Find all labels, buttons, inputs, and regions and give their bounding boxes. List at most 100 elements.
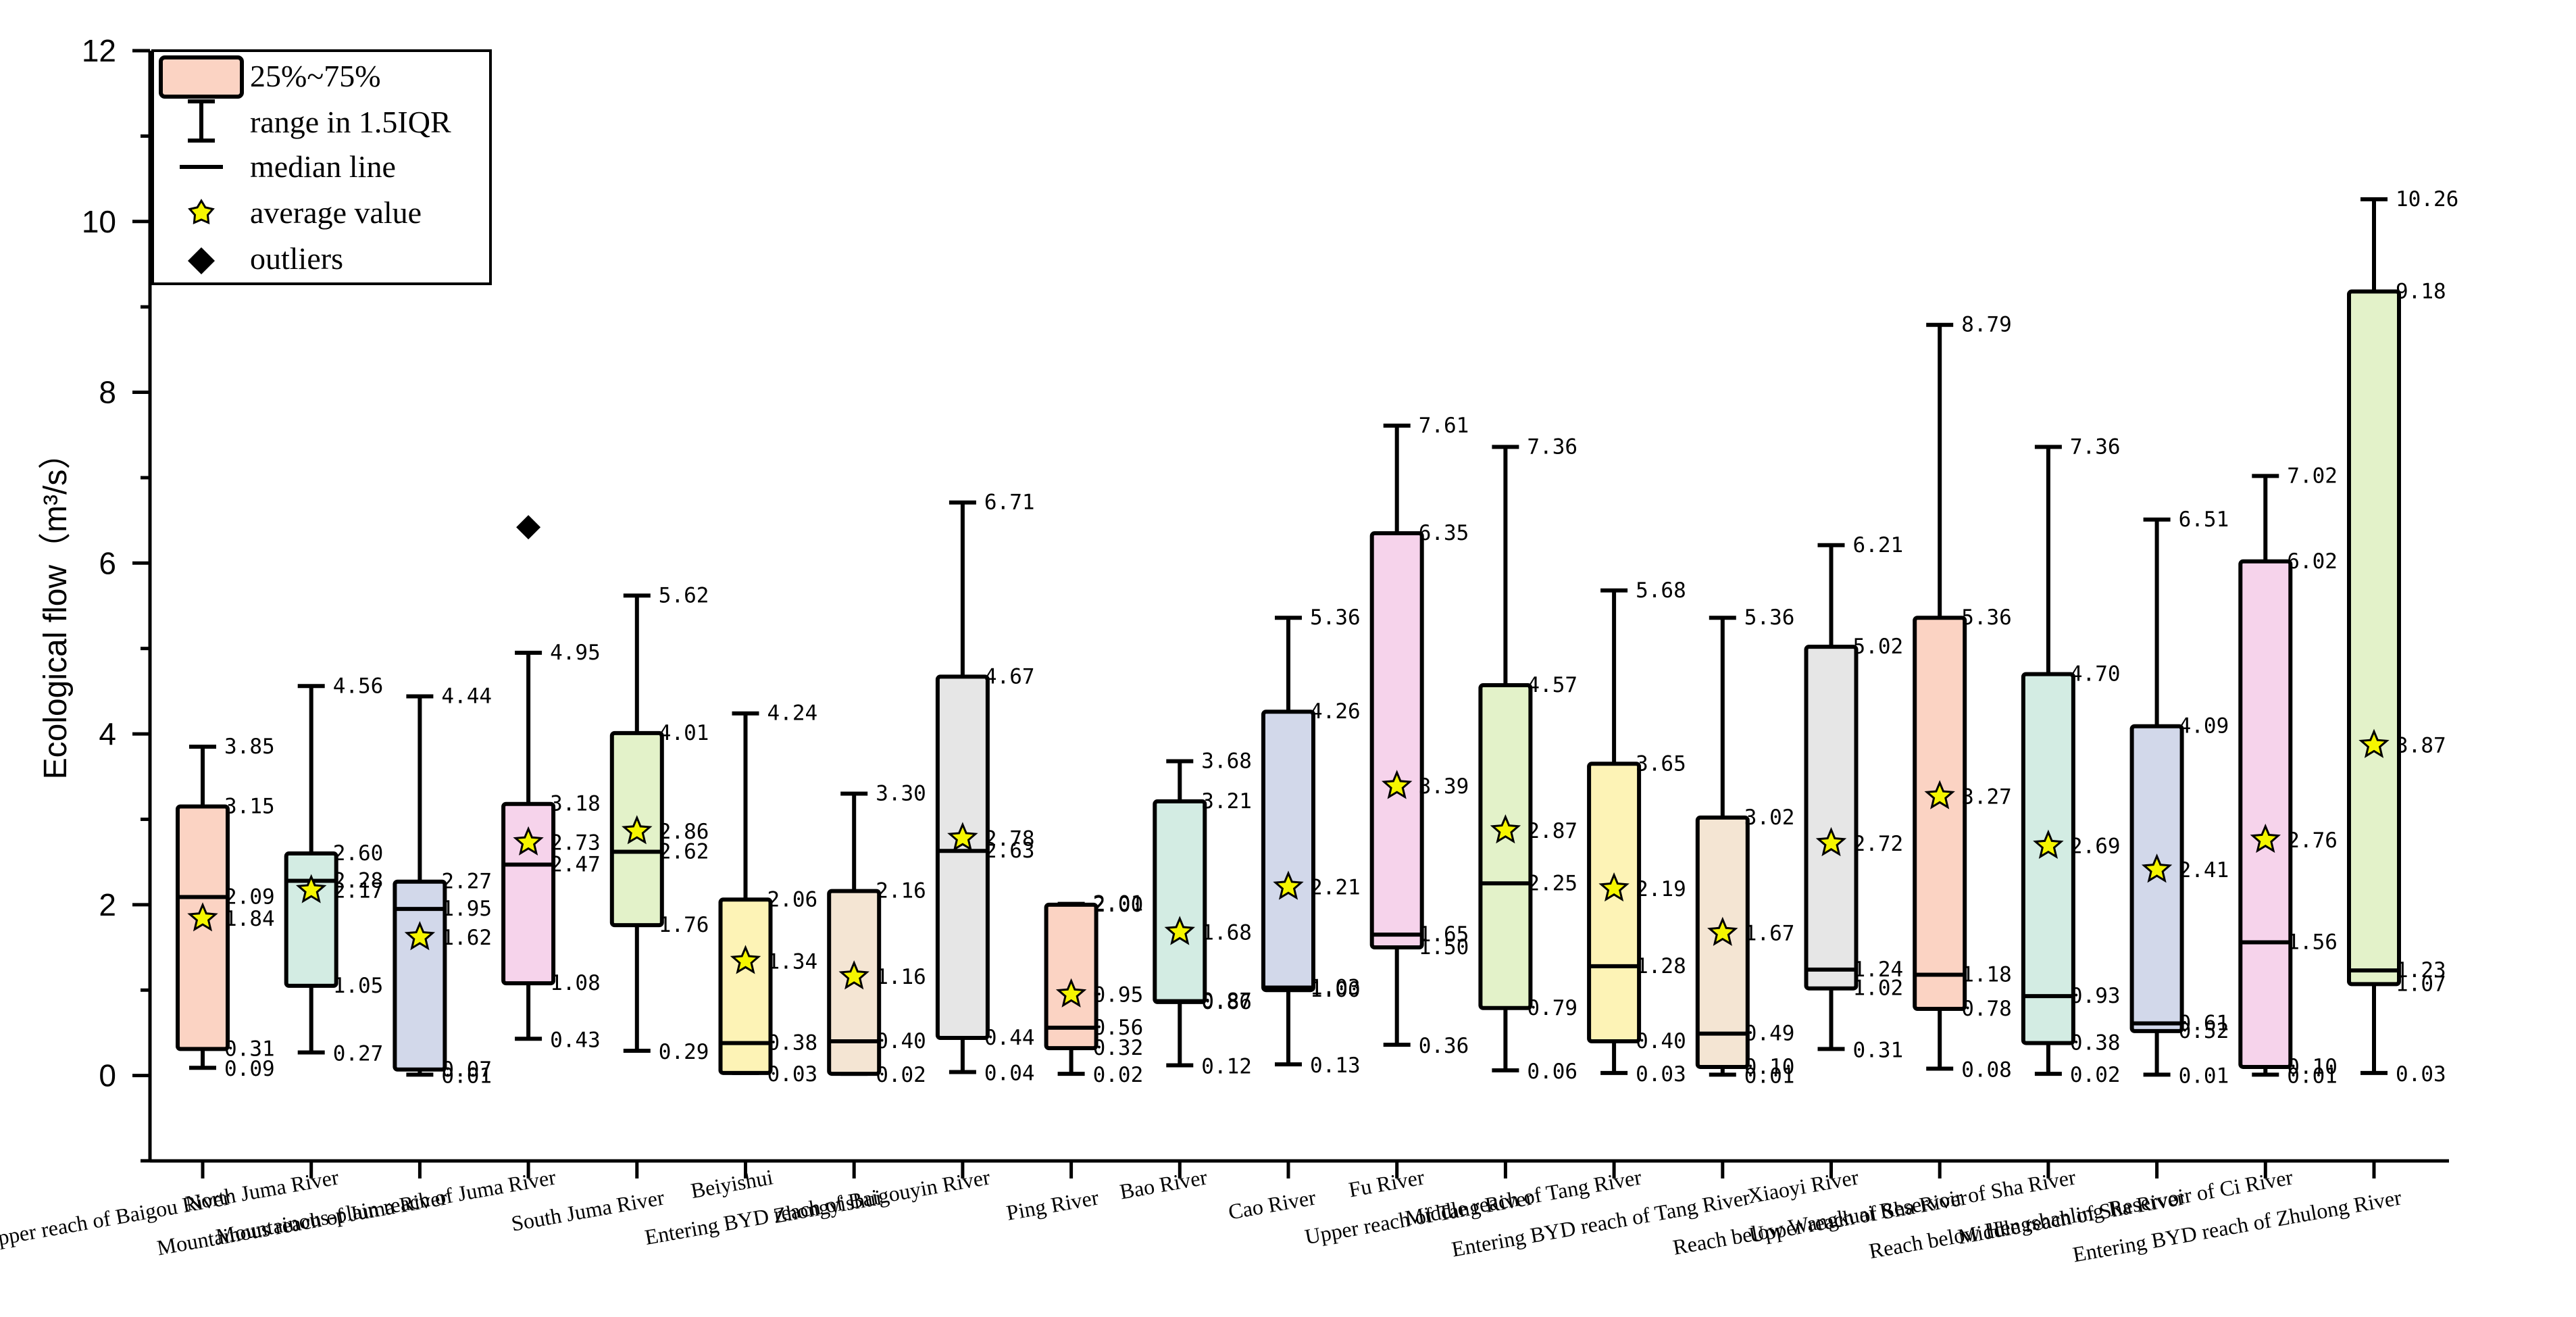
data-label-q3: 2.60 [333, 841, 384, 866]
data-label-max: 3.85 [224, 735, 275, 759]
box-group: 4.95 3.18 2.472.73 1.08 0.43 [501, 515, 601, 1052]
data-label-min: 0.01 [2179, 1064, 2229, 1088]
data-label-median: 0.49 [1744, 1022, 1795, 1046]
iqr-box [1153, 799, 1207, 1004]
data-label-max: 6.71 [984, 491, 1035, 515]
data-label-q1: 1.00 [1310, 978, 1361, 1002]
data-label-q3: 4.67 [984, 664, 1035, 689]
data-label-min: 0.04 [984, 1062, 1035, 1086]
data-label-max: 7.02 [2287, 464, 2338, 488]
box-group: 5.36 4.26 1.03 2.21 1.00 0.13 [1261, 605, 1361, 1078]
data-label-max: 4.56 [333, 674, 384, 698]
iqr-box [1044, 902, 1098, 1051]
box-group: 5.68 3.65 1.28 2.19 0.40 0.03 [1587, 578, 1686, 1087]
data-label-q3: 2.16 [876, 879, 926, 903]
mean-star-icon [1815, 826, 1847, 857]
x-tick-label: Beiyishui [689, 1164, 775, 1203]
x-tick-label: Fu River [1346, 1164, 1426, 1201]
box-group: 3.85 3.15 2.091.84 0.310.09 [176, 735, 275, 1081]
iqr-box [1478, 683, 1533, 1010]
data-label-q1: 0.07 [441, 1058, 492, 1082]
data-label-median: 1.56 [2287, 930, 2338, 954]
box-group: 6.21 5.02 1.24 2.72 1.02 0.31 [1804, 533, 1904, 1062]
data-label-mean: 1.34 [767, 949, 818, 974]
data-label-max: 4.95 [550, 641, 601, 665]
data-label-max: 7.61 [1419, 414, 1469, 438]
data-label-q3: 3.15 [224, 795, 275, 819]
iqr-box [393, 879, 447, 1072]
iqr-box [1804, 645, 1859, 991]
data-label-mean: 2.78 [984, 826, 1035, 851]
box-group: 8.79 5.36 1.18 3.27 0.78 0.08 [1913, 313, 2012, 1083]
iqr-box [718, 897, 773, 1075]
box-group: 4.56 2.602.282.17 1.05 0.27 [284, 674, 384, 1066]
iqr-box [1369, 531, 1424, 950]
mean-star-icon [1707, 916, 1738, 946]
data-label-median: 2.25 [1527, 871, 1577, 895]
data-label-mean: 3.27 [1961, 785, 2012, 809]
data-label-min: 0.29 [659, 1040, 709, 1064]
data-label-min: 0.01 [2287, 1064, 2338, 1088]
data-label-max: 3.68 [1201, 749, 1252, 774]
data-label-q3: 6.02 [2287, 549, 2338, 574]
data-label-median: 0.87 [1201, 989, 1252, 1014]
iqr-box [1261, 710, 1315, 993]
box-group: 5.62 4.01 2.622.86 1.76 0.29 [609, 583, 709, 1064]
data-label-median: 1.28 [1636, 954, 1686, 978]
iqr-box [2129, 724, 2184, 1033]
data-label-median: 1.18 [1961, 962, 2012, 987]
mean-star-icon [1924, 780, 1955, 810]
data-label-mean: 3.87 [2396, 734, 2446, 758]
x-tick-label: Ping River [1005, 1185, 1101, 1224]
data-label-mean: 2.41 [2179, 858, 2229, 883]
y-tick-label: 8 [99, 375, 116, 410]
data-label-max: 6.51 [2179, 507, 2229, 532]
data-label-median: 2.09 [224, 885, 275, 909]
data-label-q1: 0.31 [224, 1037, 275, 1061]
data-label-q1: 0.52 [2179, 1019, 2229, 1043]
data-label-q1: 0.10 [2287, 1055, 2338, 1079]
iqr-box [2347, 289, 2401, 987]
mean-star-icon [513, 826, 544, 855]
data-label-min: 0.03 [2396, 1062, 2446, 1087]
y-axis-label: Ecological flow（m³/s） [38, 437, 74, 780]
data-label-q1: 1.05 [333, 974, 384, 998]
data-label-median: 1.23 [2396, 958, 2446, 983]
data-label-mean: 0.95 [1093, 983, 1144, 1008]
data-label-q1: 0.44 [984, 1026, 1035, 1050]
iqr-box [1587, 762, 1642, 1044]
data-label-mean: 1.67 [1744, 922, 1795, 946]
data-label-median: 2.47 [550, 852, 601, 876]
legend-star-icon [188, 199, 215, 224]
box-group: 7.36 4.70 0.93 2.69 0.38 0.02 [2021, 434, 2121, 1087]
data-label-min: 0.06 [1527, 1060, 1577, 1084]
mean-star-icon [1598, 872, 1630, 902]
plot-area: 3.853.152.091.840.310.094.562.602.282.17… [176, 187, 2458, 1088]
iqr-box [1913, 616, 1967, 1012]
data-label-min: 0.43 [550, 1028, 601, 1052]
iqr-box [1695, 815, 1750, 1069]
data-label-min: 0.01 [441, 1064, 492, 1088]
data-label-median: 1.95 [441, 897, 492, 921]
data-label-q3: 3.21 [1201, 789, 1252, 814]
mean-star-icon [1055, 978, 1087, 1008]
box-group: 4.24 2.06 0.38 1.34 0.03 [718, 701, 818, 1087]
y-ticks: 0 2 4 6 8 10 12 [82, 33, 150, 1163]
data-label-q3: 3.65 [1636, 751, 1686, 776]
data-label-min: 0.13 [1310, 1053, 1361, 1078]
data-label-max: 6.21 [1853, 533, 1904, 557]
legend-label-box: 25%~75% [250, 59, 381, 93]
data-label-max: 2.01 [1093, 892, 1144, 916]
mean-star-icon [2358, 728, 2390, 758]
box-group: 3.68 3.21 0.87 1.68 0.86 0.12 [1153, 749, 1252, 1078]
data-label-max: 8.79 [1961, 313, 2012, 337]
data-label-min: 0.01 [1744, 1064, 1795, 1088]
data-label-q3: 2.27 [441, 870, 492, 894]
box-group: 3.30 2.16 0.40 1.16 0.02 [827, 782, 926, 1087]
y-tick-label: 0 [99, 1058, 116, 1093]
data-label-min: 0.27 [333, 1041, 384, 1066]
mean-star-icon [187, 902, 218, 932]
data-label-mean: 2.76 [2287, 828, 2338, 853]
